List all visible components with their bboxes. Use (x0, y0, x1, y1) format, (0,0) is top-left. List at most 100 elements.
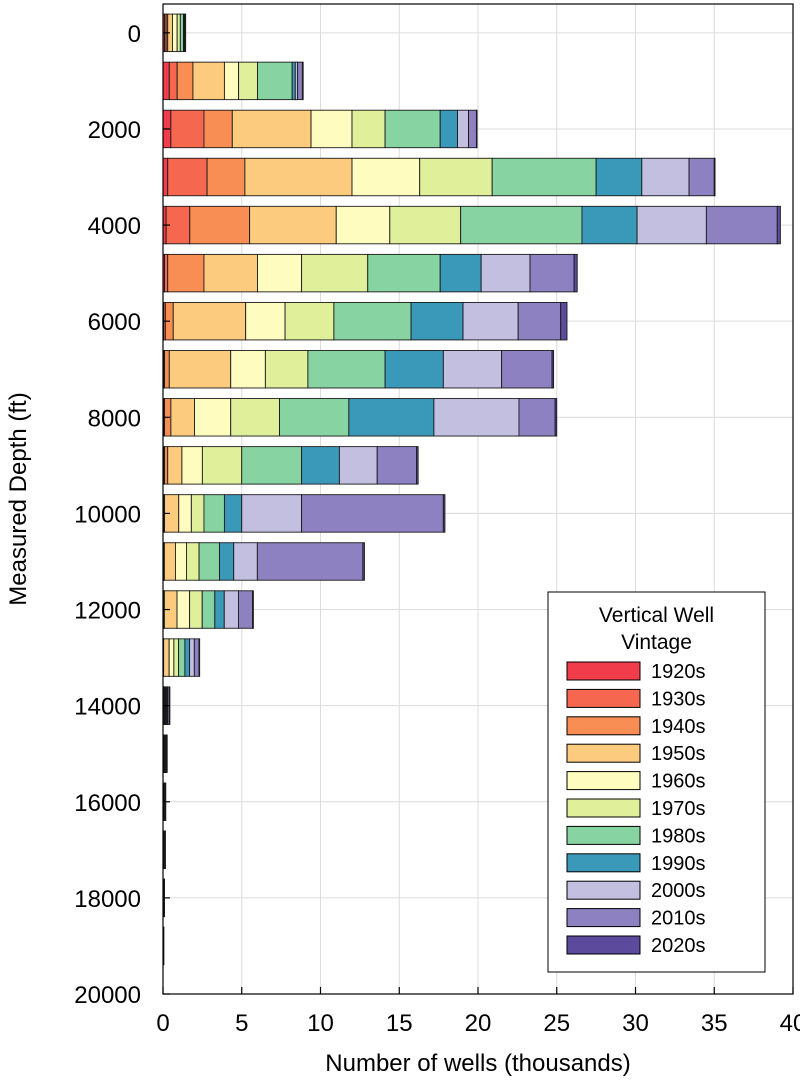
bar-segment-1990s-3000 (595, 157, 643, 197)
bar-segment-2020s-9000 (416, 446, 419, 485)
bar-segment-1940s-4000 (189, 205, 251, 245)
bar-segment-1970s-2000 (351, 109, 386, 149)
bar-segment-2020s-17000 (164, 830, 166, 870)
bar-segment-1990s-8000 (348, 398, 435, 437)
legend-title-line: Vertical Well (599, 604, 714, 627)
bar-segment-2020s-5000 (573, 253, 578, 293)
bar-stacks (162, 13, 781, 966)
x-tick-label: 40 (780, 1010, 800, 1037)
bar-segment-1990s-2000 (439, 109, 458, 149)
bar-segment-1980s-13000 (178, 638, 186, 677)
bar-segment-2000s-7000 (442, 350, 503, 389)
bar-segment-2000s-2000 (457, 109, 469, 149)
bar-segment-2020s-4000 (776, 205, 781, 245)
bar-segment-1950s-7000 (168, 350, 232, 389)
bar-segment-2010s-11000 (256, 542, 364, 581)
legend-label-2010s: 2010s (651, 908, 706, 930)
bar-segment-2020s-8000 (554, 398, 558, 437)
bar-segment-1990s-10000 (223, 494, 243, 533)
bar-segment-2020s-2000 (475, 109, 478, 149)
bar-segment-1960s-3000 (351, 157, 421, 197)
bar-segment-1980s-2000 (384, 109, 441, 149)
bar-segment-1990s-6000 (410, 301, 464, 341)
y-tick-label: 4000 (88, 213, 141, 240)
bar-segment-1970s-6000 (284, 301, 335, 341)
bar-segment-2010s-10000 (301, 494, 444, 533)
bar-segment-1970s-10000 (190, 494, 205, 533)
y-tick-label: 12000 (74, 598, 141, 625)
legend-swatch-1980s (566, 825, 641, 845)
legend-label-2020s: 2020s (651, 935, 706, 957)
bar-segment-1980s-5000 (367, 253, 441, 293)
bar-segment-1920s-3000 (162, 157, 169, 197)
bar-segment-1940s-7000 (164, 350, 170, 389)
legend-swatch-1940s (566, 716, 641, 736)
bar-segment-1930s-3000 (167, 157, 208, 197)
bar-segment-2000s-12000 (223, 590, 239, 629)
legend: Vertical Well Vintage 1920s 1930s 1940s 1950s… (547, 591, 766, 973)
bar-segment-1960s-4000 (335, 205, 391, 245)
bar-segment-1990s-12000 (214, 590, 225, 629)
bar-segment-1940s-1000 (176, 61, 194, 101)
bar-segment-1950s-9000 (167, 446, 183, 485)
bar-segment-2000s-4000 (636, 205, 707, 245)
bar-segment-2010s-1000 (297, 61, 303, 101)
bar-segment-2000s-9000 (338, 446, 378, 485)
bar-segment-2020s-12000 (252, 590, 254, 629)
bar-segment-1980s-6000 (333, 301, 412, 341)
bar-segment-1960s-9000 (181, 446, 203, 485)
x-tick-label: 10 (307, 1010, 334, 1037)
bar-segment-2020s-10000 (442, 494, 446, 533)
bar-segment-1930s-1000 (168, 61, 178, 101)
bar-segment-1980s-3000 (491, 157, 597, 197)
bar-segment-2010s-4000 (705, 205, 778, 245)
y-tick-label: 0 (128, 21, 141, 48)
x-tick-labels: 0 5 10 15 20 25 30 35 40 (156, 1010, 800, 1037)
legend-swatch-1920s (566, 661, 641, 681)
legend-swatch-2000s (566, 880, 641, 900)
bar-segment-1980s-0 (179, 13, 184, 53)
bar-segment-1990s-9000 (301, 446, 340, 485)
legend-swatch-1990s (566, 853, 641, 873)
bar-segment-1960s-12000 (176, 590, 191, 629)
legend-swatch-2010s (566, 908, 641, 928)
bar-segment-1960s-13000 (168, 638, 175, 677)
bar-segment-2000s-11000 (233, 542, 258, 581)
bar-segment-1970s-8000 (230, 398, 281, 437)
bar-segment-1950s-5000 (203, 253, 258, 293)
legend-swatch-2020s (566, 935, 641, 955)
x-tick-label: 0 (156, 1010, 169, 1037)
x-tick-label: 35 (701, 1010, 728, 1037)
bar-segment-2000s-10000 (241, 494, 303, 533)
bar-segment-1950s-2000 (231, 109, 312, 149)
bar-segment-1960s-0 (171, 13, 178, 53)
bar-segment-1950s-1000 (192, 61, 225, 101)
bar-segment-2000s-3000 (641, 157, 690, 197)
bar-segment-1940s-5000 (167, 253, 205, 293)
x-tick-label: 25 (543, 1010, 570, 1037)
bar-segment-1990s-4000 (581, 205, 638, 245)
bar-segment-1950s-11000 (163, 542, 176, 581)
bar-segment-2020s-3000 (713, 157, 716, 197)
bar-segment-1990s-5000 (439, 253, 482, 293)
bar-segment-1980s-8000 (279, 398, 350, 437)
bar-segment-1970s-9000 (201, 446, 243, 485)
bar-segment-1970s-0 (176, 13, 181, 53)
legend-label-2000s: 2000s (651, 880, 706, 902)
bar-segment-1970s-7000 (264, 350, 309, 389)
y-tick-label: 8000 (88, 405, 141, 432)
x-axis-title: Number of wells (thousands) (325, 1050, 630, 1077)
legend-title-line: Vintage (621, 631, 692, 654)
bar-segment-2000s-6000 (462, 301, 519, 341)
bar-segment-1980s-9000 (241, 446, 303, 485)
bar-segment-1990s-7000 (384, 350, 444, 389)
bar-segment-1950s-4000 (249, 205, 337, 245)
bar-segment-1980s-11000 (198, 542, 220, 581)
bar-segment-1990s-1000 (291, 61, 296, 101)
bar-segment-1960s-7000 (230, 350, 266, 389)
y-tick-label: 16000 (74, 790, 141, 817)
bar-segment-1980s-4000 (460, 205, 583, 245)
bar-segment-1960s-5000 (257, 253, 303, 293)
bar-segment-1950s-6000 (172, 301, 247, 341)
